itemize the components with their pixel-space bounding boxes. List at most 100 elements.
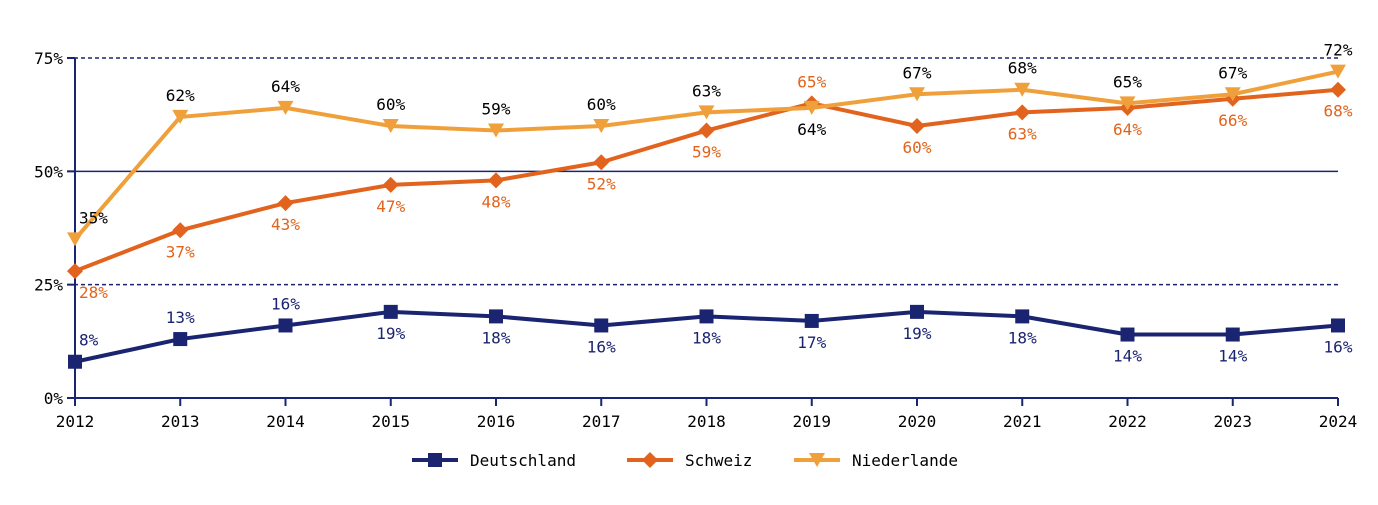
data-point-diamond[interactable] [172, 222, 189, 239]
legend-marker-triangle-down-icon [794, 453, 840, 467]
data-point-square[interactable] [383, 304, 398, 319]
data-label: 48% [482, 192, 511, 211]
data-label: 35% [79, 208, 108, 227]
data-point-triangle[interactable] [593, 119, 610, 133]
data-point-diamond[interactable] [909, 118, 925, 134]
data-point-triangle[interactable] [909, 87, 925, 102]
data-label: 16% [271, 294, 300, 313]
data-point-square[interactable] [910, 304, 924, 319]
data-label: 37% [166, 242, 195, 261]
data-label: 47% [376, 197, 405, 216]
data-point-triangle[interactable] [488, 123, 504, 138]
y-tick-label: 25% [34, 276, 63, 295]
data-point-diamond[interactable] [1330, 81, 1346, 98]
y-tick-label: 50% [34, 162, 63, 181]
data-point-diamond[interactable] [1014, 104, 1031, 121]
data-point-triangle[interactable] [67, 232, 83, 247]
data-label: 43% [271, 215, 300, 234]
data-point-square[interactable] [1015, 309, 1030, 324]
data-label: 13% [166, 308, 195, 327]
data-point-square[interactable] [1225, 327, 1240, 342]
data-point-square[interactable] [699, 309, 714, 324]
x-tick-label: 2014 [266, 412, 305, 431]
data-point-square[interactable] [804, 313, 819, 328]
legend-marker-diamond-icon [627, 452, 673, 468]
y-axis-ticks: 0% 25% 50% 75% [34, 49, 75, 408]
data-point-diamond[interactable] [67, 263, 83, 280]
x-tick-label: 2024 [1319, 412, 1358, 431]
data-label: 17% [797, 333, 826, 352]
axes [67, 58, 1338, 406]
data-point-square[interactable] [278, 318, 293, 333]
legend-square [428, 453, 442, 467]
data-point-square[interactable] [594, 318, 609, 333]
data-point-diamond[interactable] [593, 154, 610, 171]
data-label: 62% [166, 86, 195, 105]
data-point-diamond[interactable] [382, 176, 399, 193]
data-label: 18% [482, 328, 511, 347]
x-tick-label: 2012 [56, 412, 95, 431]
data-label: 60% [376, 95, 405, 114]
data-label: 59% [482, 100, 511, 119]
data-label: 18% [692, 328, 721, 347]
legend-marker-square-icon [412, 453, 458, 467]
x-tick-label: 2017 [582, 412, 621, 431]
data-point-square[interactable] [173, 332, 188, 347]
data-point-triangle[interactable] [382, 119, 399, 133]
data-point-square[interactable] [489, 309, 503, 324]
data-point-triangle[interactable] [172, 109, 189, 124]
data-point-triangle[interactable] [1014, 82, 1031, 97]
data-point-triangle[interactable] [803, 100, 820, 115]
data-point-diamond[interactable] [277, 195, 294, 212]
legend-item-niederlande[interactable]: Niederlande [792, 445, 958, 475]
data-label: 8% [79, 331, 99, 350]
legend-item-deutschland[interactable]: Deutschland [410, 445, 576, 475]
legend-label: Deutschland [470, 450, 576, 470]
data-label: 16% [1324, 337, 1353, 356]
data-label: 19% [376, 324, 405, 343]
data-label: 14% [1113, 347, 1142, 366]
data-point-triangle[interactable] [277, 100, 294, 115]
x-tick-label: 2019 [792, 412, 831, 431]
data-label: 60% [903, 138, 932, 157]
data-label: 60% [587, 95, 616, 114]
y-tick-label: 0% [44, 389, 64, 408]
x-tick-label: 2018 [687, 412, 726, 431]
x-tick-label: 2013 [161, 412, 200, 431]
x-tick-label: 2022 [1108, 412, 1147, 431]
data-label: 14% [1218, 347, 1247, 366]
data-point-triangle[interactable] [698, 105, 715, 120]
data-point-diamond[interactable] [698, 122, 715, 139]
data-point-triangle[interactable] [1119, 96, 1136, 111]
data-label: 16% [587, 337, 616, 356]
data-label: 65% [797, 72, 826, 91]
data-label: 59% [692, 143, 721, 162]
data-label: 68% [1008, 59, 1037, 78]
data-label: 68% [1324, 102, 1353, 121]
data-point-diamond[interactable] [488, 172, 504, 189]
x-tick-label: 2015 [371, 412, 410, 431]
legend-item-schweiz[interactable]: Schweiz [625, 445, 752, 475]
x-axis-ticks: 2012 2013 2014 2015 2016 2017 2018 2019 2020 2021… [56, 398, 1358, 431]
data-label: 52% [587, 174, 616, 193]
x-tick-label: 2021 [1003, 412, 1042, 431]
data-labels: 8% 13% 16% 19% 18% 16% 18% 17% 19% 18% 14% 14% 16% 28… [79, 41, 1353, 366]
legend-label: Schweiz [685, 450, 753, 470]
data-label: 67% [1218, 63, 1247, 82]
data-label: 19% [903, 324, 932, 343]
x-tick-label: 2016 [477, 412, 516, 431]
data-label: 66% [1218, 111, 1247, 130]
legend-diamond [642, 452, 658, 468]
data-point-square[interactable] [1120, 327, 1135, 342]
gridlines [67, 57, 1338, 286]
data-label: 72% [1324, 41, 1353, 60]
legend-triangle [809, 453, 825, 467]
data-point-square[interactable] [1331, 318, 1345, 333]
data-point-triangle[interactable] [1224, 87, 1241, 102]
data-label: 63% [1008, 124, 1037, 143]
data-point-triangle[interactable] [1330, 64, 1346, 79]
data-label: 18% [1008, 328, 1037, 347]
series-group [67, 64, 1346, 369]
data-point-square[interactable] [68, 354, 82, 369]
